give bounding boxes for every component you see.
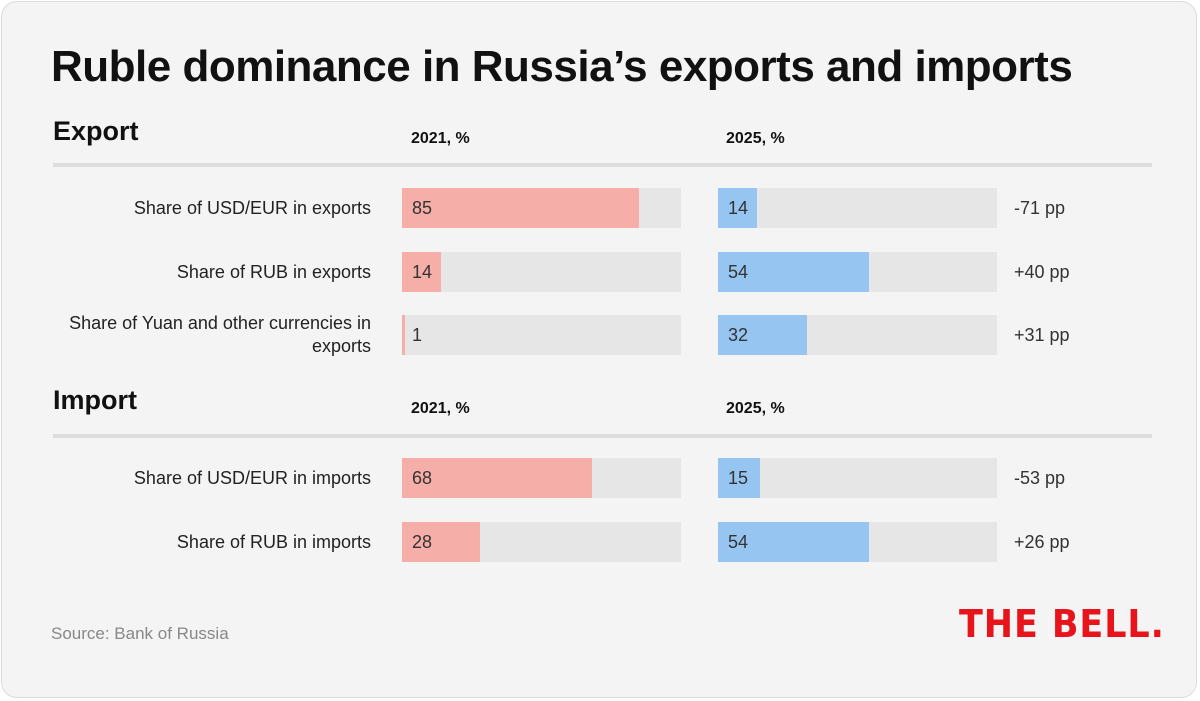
bar-2025-track: 15 [718, 458, 997, 498]
bar-2021-value-label: 14 [412, 262, 433, 282]
bar-2021 [402, 522, 480, 562]
import-section-title: Import [53, 385, 137, 415]
export-section-title: Export [53, 116, 139, 146]
row-label: Share of USD/EUR in exports [133, 197, 371, 218]
change-label: -71 pp [1014, 198, 1066, 218]
chart-title: Ruble dominance in Russia’s exports and … [51, 42, 1073, 91]
import-col-2025: 2025, % [726, 400, 785, 417]
bar-2021-track: 14 [402, 252, 681, 292]
change-label: +31 pp [1014, 325, 1070, 345]
bar-2025 [718, 315, 807, 355]
bar-2025-value-label: 54 [728, 262, 749, 282]
bar-2021-value-label: 85 [412, 198, 433, 218]
bar-2025-track: 54 [718, 522, 997, 562]
import-divider [53, 434, 1152, 438]
bar-2025-value-label: 15 [728, 468, 749, 488]
the-bell-logo: THE BELL. [959, 602, 1165, 646]
export-divider [53, 163, 1152, 167]
bar-2021-value-label: 68 [412, 468, 433, 488]
export-col-2025: 2025, % [726, 130, 785, 147]
bar-2021-track: 28 [402, 522, 681, 562]
row-label: Share of RUB in exports [176, 261, 371, 282]
bar-2021-value-label: 28 [412, 532, 433, 552]
change-label: +40 pp [1014, 262, 1070, 282]
bar-2025 [718, 522, 869, 562]
bar-2025-track: 14 [718, 188, 997, 228]
bar-2025 [718, 458, 760, 498]
bar-2021-track: 1 [402, 315, 681, 355]
change-label: -53 pp [1014, 468, 1066, 488]
bar-2021 [402, 315, 405, 355]
bar-2025 [718, 252, 869, 292]
export-col-2021: 2021, % [411, 130, 470, 147]
bar-2021-value-label: 1 [412, 325, 423, 345]
row-label: Share of RUB in imports [176, 531, 371, 552]
bar-2025-value-label: 54 [728, 532, 749, 552]
bar-2025 [718, 188, 757, 228]
bar-2021 [402, 458, 592, 498]
bar-2025-track: 54 [718, 252, 997, 292]
bar-2025-value-label: 32 [728, 325, 749, 345]
change-label: +26 pp [1014, 532, 1070, 552]
bar-2021 [402, 188, 639, 228]
row-label: Share of Yuan and other currencies in ex… [69, 313, 371, 356]
source-note: Source: Bank of Russia [51, 624, 229, 643]
bar-2025-track: 32 [718, 315, 997, 355]
bar-2021-track: 68 [402, 458, 681, 498]
bar-2021 [402, 252, 441, 292]
bar-2025-value-label: 14 [728, 198, 749, 218]
import-col-2021: 2021, % [411, 400, 470, 417]
row-label: Share of USD/EUR in imports [133, 467, 371, 488]
bar-2021-track: 85 [402, 188, 681, 228]
